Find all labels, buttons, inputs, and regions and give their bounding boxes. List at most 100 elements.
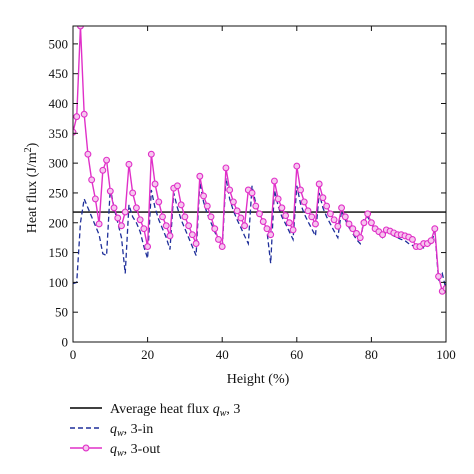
series-out-point	[289, 226, 297, 234]
series-out-point	[308, 213, 316, 221]
series-out-point	[360, 219, 368, 227]
series-out-point	[248, 189, 256, 197]
series-out-point	[442, 284, 446, 292]
series-out-point	[319, 194, 327, 202]
legend-label-suffix: , 3-out	[124, 442, 161, 457]
series-out-point	[166, 232, 174, 240]
series-out-point	[196, 172, 204, 180]
series-out-point	[356, 234, 364, 242]
series-out-point	[177, 201, 185, 209]
y-tick-label: 100	[49, 275, 69, 290]
series-out-point	[200, 192, 208, 200]
plot-layer	[73, 26, 446, 295]
y-tick-label: 250	[49, 185, 69, 200]
y-tick-label: 50	[55, 305, 68, 320]
series-out-line	[73, 26, 446, 293]
series-out-point	[427, 237, 435, 245]
series-out-point	[218, 243, 226, 251]
series-out-point	[252, 202, 260, 210]
y-axis-label-superscript: 2	[23, 147, 34, 152]
series-out-point	[274, 195, 282, 203]
series-out-point	[330, 216, 338, 224]
series-out-point	[73, 113, 81, 121]
series-out-point	[118, 222, 125, 230]
series-out-point	[106, 187, 114, 195]
series-out-point	[211, 225, 219, 233]
legend-label-subscript: w	[117, 448, 124, 459]
y-tick-label: 450	[49, 66, 69, 81]
series-out-point	[379, 231, 387, 239]
series-out-point	[103, 156, 111, 164]
series-out-point	[259, 218, 267, 226]
series-out-point	[121, 208, 129, 216]
series-out-point	[297, 186, 304, 194]
y-tick-label: 200	[49, 215, 69, 230]
legend-label-variable: q	[110, 442, 117, 457]
y-tick-label: 150	[49, 245, 69, 260]
legend-label-suffix: , 3	[226, 402, 240, 417]
series-out-point	[151, 180, 159, 188]
series-out-point	[233, 207, 241, 215]
series-out-point	[162, 222, 170, 230]
series-out-point	[256, 210, 263, 218]
series-out-point	[345, 220, 353, 228]
series-out-point	[408, 236, 416, 243]
series-out-point	[88, 176, 96, 184]
series-out-point	[315, 180, 323, 188]
series-out-point	[270, 177, 278, 185]
series-out-point	[192, 240, 200, 248]
series-out-point	[282, 212, 290, 220]
series-out-point	[278, 204, 286, 212]
legend-average-label: Average heat flux qw, 3	[110, 402, 240, 419]
series-out-point	[349, 225, 357, 233]
y-tick-label: 0	[62, 335, 69, 350]
series-out-point	[364, 210, 372, 218]
legend-label-variable: q	[110, 422, 117, 437]
series-out-point	[353, 230, 360, 237]
series-out-point	[300, 198, 308, 206]
series-out-point	[99, 166, 107, 174]
series-out-point	[125, 160, 133, 168]
y-tick-label: 350	[49, 126, 69, 141]
series-out-point	[215, 236, 222, 243]
series-out-point	[203, 202, 211, 210]
series-out-point	[185, 222, 193, 230]
legend-label-subscript: w	[117, 428, 124, 439]
plot-frame	[72, 25, 447, 343]
text-layer: Height (%) Heat flux (J/m2) 0 20 40 60 80 100…	[23, 36, 456, 387]
y-axis-label-close: )	[25, 142, 40, 147]
y-axis-label-main: Heat flux (J/m	[25, 152, 40, 233]
series-group	[73, 26, 446, 295]
series-out-point	[91, 195, 99, 203]
series-out-point	[84, 150, 92, 158]
series-out-point	[285, 219, 293, 227]
series-out-point	[367, 219, 375, 227]
series-out-point	[95, 220, 103, 228]
legend-out-label: qw, 3-out	[110, 442, 160, 459]
x-tick-label: 40	[216, 347, 229, 362]
series-out-point	[181, 213, 189, 221]
series-out-point	[147, 150, 155, 158]
series-out-point	[334, 222, 342, 230]
legend-label-prefix: Average heat flux	[110, 402, 213, 417]
legend-label-variable: q	[213, 402, 220, 417]
series-out-point	[132, 204, 140, 212]
series-out-point	[188, 231, 196, 239]
series-out-point	[241, 222, 249, 230]
series-out-point	[304, 207, 312, 215]
x-tick-label: 100	[436, 347, 456, 362]
series-out-point	[326, 210, 334, 218]
legend-label-suffix: , 3-in	[124, 422, 154, 437]
series-out-point	[323, 202, 331, 210]
x-tick-label: 0	[70, 347, 77, 362]
series-out-point	[263, 225, 271, 233]
x-tick-label: 20	[141, 347, 154, 362]
y-tick-label: 500	[49, 36, 69, 51]
series-out-point	[144, 243, 152, 251]
y-axis-label: Heat flux (J/m2)	[23, 142, 40, 233]
series-out-point	[229, 198, 237, 206]
series-out-point	[80, 110, 88, 118]
series-out-point	[341, 213, 349, 221]
